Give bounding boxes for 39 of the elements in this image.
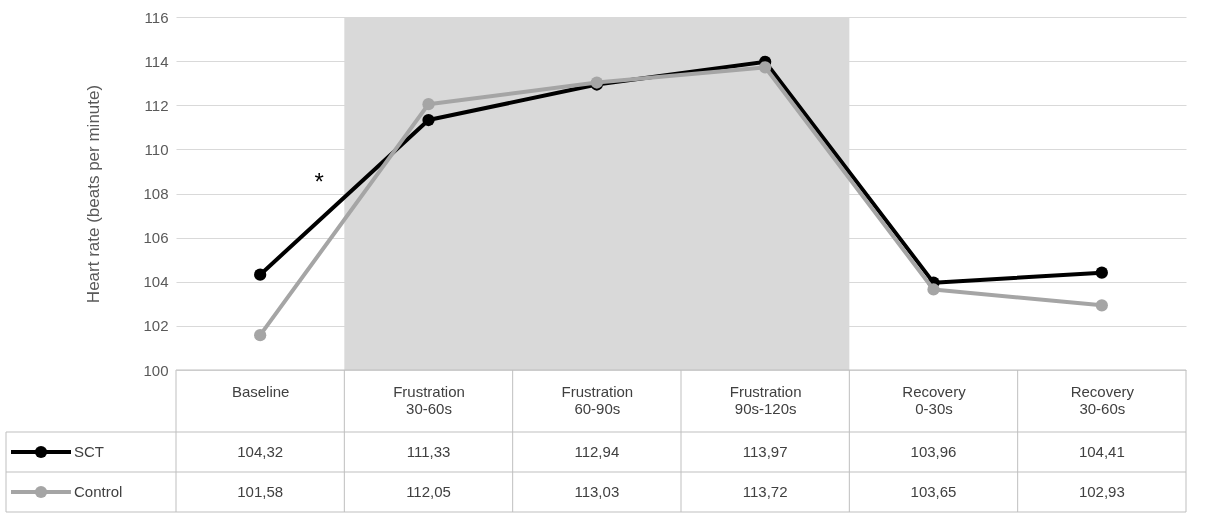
y-tick-label: 116	[144, 8, 169, 26]
point	[1095, 299, 1108, 312]
data-label: 104,41	[1078, 443, 1125, 460]
point	[927, 283, 940, 296]
point	[254, 268, 267, 281]
point	[422, 113, 435, 127]
x-tick-label: Frustration 30-60s	[393, 382, 465, 417]
data-label: 102,93	[1078, 483, 1125, 500]
legend-label: SCT	[74, 443, 104, 460]
data-label: 101,58	[237, 483, 284, 500]
data-label: 111,33	[406, 443, 451, 460]
data-label: 112,05	[406, 483, 451, 500]
y-tick-label: 108	[143, 185, 169, 202]
data-label: 112,94	[574, 443, 620, 460]
y-tick-label: 110	[144, 140, 169, 158]
data-label: 103,65	[910, 483, 957, 500]
data-label: 103,96	[910, 443, 957, 460]
y-tick-label: 114	[144, 52, 169, 70]
x-tick-label: Recovery 30-60s	[1070, 382, 1135, 417]
y-axis-title: Heart rate (beats per minute)	[84, 84, 104, 304]
point	[1095, 266, 1108, 279]
y-tick-label: 106	[143, 229, 169, 247]
x-tick-label: Recovery 0-30s	[902, 382, 967, 417]
point	[422, 98, 435, 111]
y-tick-label: 112	[144, 96, 169, 114]
point	[254, 329, 267, 342]
point	[759, 61, 772, 74]
data-label: 113,72	[742, 483, 788, 500]
x-tick-label: Frustration 60-90s	[561, 382, 634, 417]
y-tick-label: 104	[143, 273, 169, 291]
data-label: 113,97	[742, 443, 788, 460]
annotation: *	[314, 167, 324, 195]
x-tick-label: Baseline	[231, 382, 290, 400]
y-tick-label: 100	[143, 361, 169, 379]
x-tick-label: Frustration 90s-120s	[729, 382, 802, 417]
data-label: 104,32	[237, 443, 284, 460]
legend-label: Control	[74, 483, 123, 500]
data-label: 113,03	[574, 483, 620, 500]
y-tick-label: 102	[143, 317, 169, 335]
